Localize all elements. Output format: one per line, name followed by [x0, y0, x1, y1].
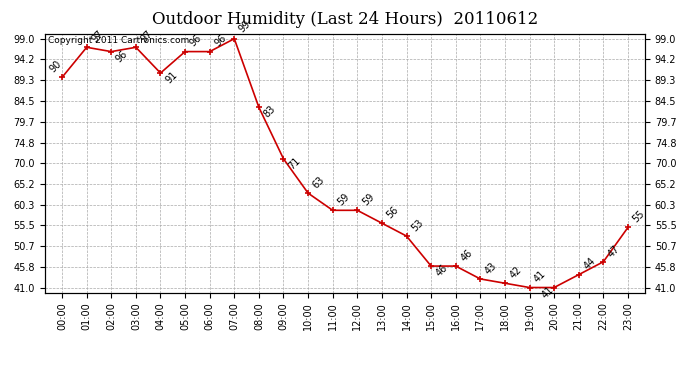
Text: 43: 43 [483, 260, 499, 276]
Text: 42: 42 [508, 265, 524, 280]
Text: 44: 44 [582, 256, 598, 272]
Text: 97: 97 [139, 29, 155, 45]
Text: 47: 47 [606, 243, 622, 259]
Text: 56: 56 [385, 205, 400, 220]
Text: Outdoor Humidity (Last 24 Hours)  20110612: Outdoor Humidity (Last 24 Hours) 2011061… [152, 11, 538, 28]
Text: 99: 99 [237, 19, 253, 34]
Text: 96: 96 [188, 33, 204, 49]
Text: 53: 53 [409, 217, 425, 233]
Text: 96: 96 [213, 33, 228, 49]
Text: 83: 83 [262, 104, 277, 120]
Text: 41: 41 [540, 284, 556, 300]
Text: 63: 63 [311, 175, 326, 190]
Text: 41: 41 [532, 269, 548, 285]
Text: Copyright 2011 Cartronics.com: Copyright 2011 Cartronics.com [48, 36, 189, 45]
Text: 97: 97 [90, 29, 106, 45]
Text: 90: 90 [48, 59, 64, 75]
Text: 46: 46 [458, 248, 474, 263]
Text: 46: 46 [434, 263, 450, 279]
Text: 71: 71 [286, 156, 302, 171]
Text: 91: 91 [164, 70, 179, 86]
Text: 55: 55 [631, 209, 647, 225]
Text: 96: 96 [114, 48, 130, 64]
Text: 59: 59 [335, 192, 351, 207]
Text: 59: 59 [360, 192, 376, 207]
